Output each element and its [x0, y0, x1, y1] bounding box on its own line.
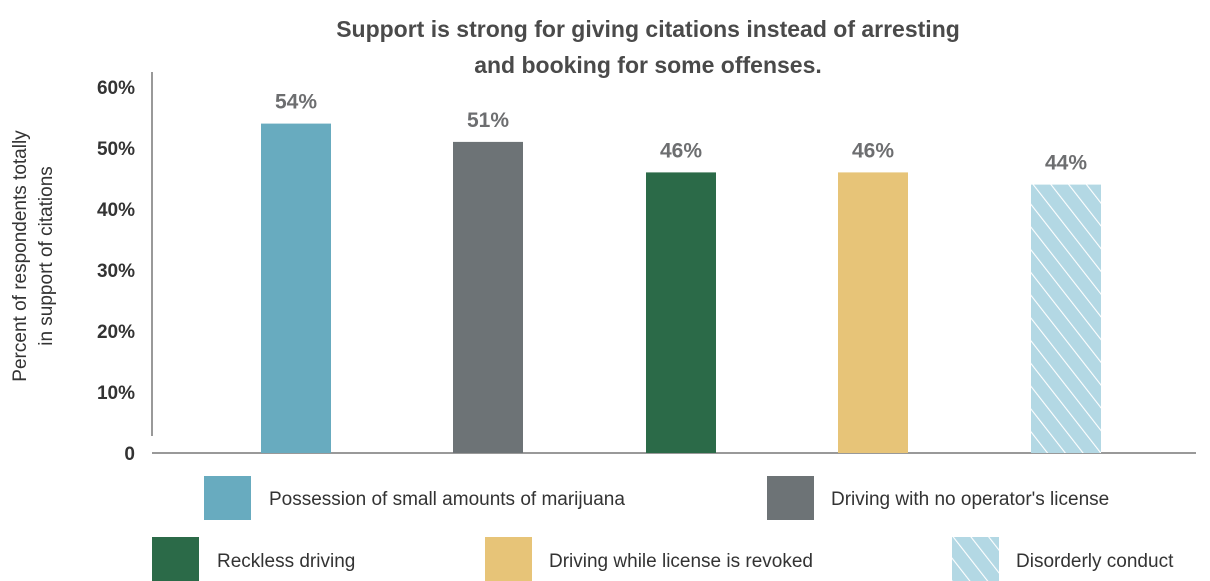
bar — [838, 172, 908, 453]
bar-data-label: 54% — [275, 91, 317, 114]
legend-label: Disorderly conduct — [1016, 551, 1174, 572]
chart-title-line-1: Support is strong for giving citations i… — [336, 16, 960, 42]
bar-data-label: 46% — [852, 139, 894, 162]
legend-swatch — [204, 476, 251, 520]
y-axis-label-line-2: in support of citations — [36, 166, 57, 346]
bar — [646, 172, 716, 453]
y-axis-label-line-1: Percent of respondents totally — [10, 130, 31, 382]
bar-data-label: 44% — [1045, 152, 1087, 175]
legend-swatch — [152, 537, 199, 581]
legend: Possession of small amounts of marijuana… — [152, 476, 1174, 581]
y-tick-label: 40% — [97, 200, 135, 221]
legend-swatch — [767, 476, 814, 520]
y-tick-label: 0 — [124, 444, 135, 465]
y-tick-label: 50% — [97, 139, 135, 160]
bar — [261, 123, 331, 453]
legend-label: Possession of small amounts of marijuana — [269, 489, 625, 510]
y-tick-label: 10% — [97, 383, 135, 404]
legend-label: Driving with no operator's license — [831, 489, 1109, 510]
chart-title-line-2: and booking for some offenses. — [474, 52, 822, 78]
legend-label: Reckless driving — [217, 551, 355, 572]
bar — [1031, 184, 1101, 453]
bars: 54% 51% 46% 46% 44% — [261, 91, 1101, 453]
legend-swatch — [952, 537, 999, 581]
y-tick-label: 60% — [97, 78, 135, 99]
legend-label: Driving while license is revoked — [549, 551, 813, 572]
y-tick-label: 20% — [97, 322, 135, 343]
legend-swatch — [485, 537, 532, 581]
y-axis-ticks: 0 10% 20% 30% 40% 50% 60% — [97, 78, 135, 465]
bar-data-label: 51% — [467, 109, 509, 132]
bar-data-label: 46% — [660, 139, 702, 162]
y-tick-label: 30% — [97, 261, 135, 282]
bar — [453, 141, 523, 453]
